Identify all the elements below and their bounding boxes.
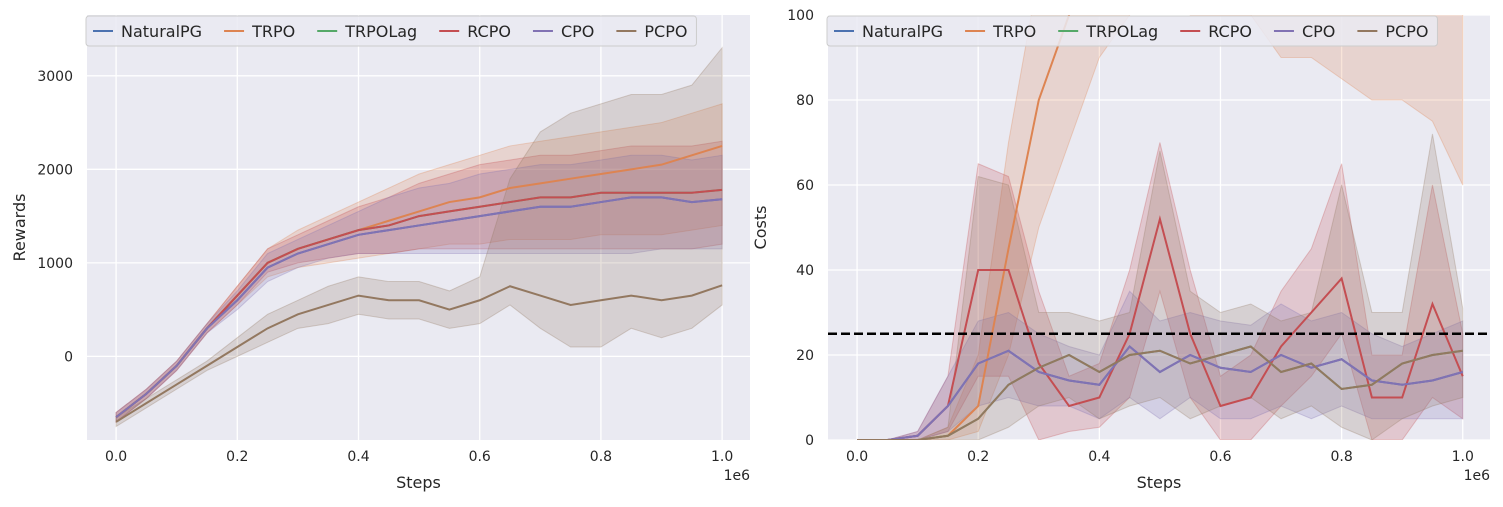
x-tick-label: 1.0 — [1452, 449, 1474, 465]
legend-label: TRPOLag — [344, 22, 417, 41]
y-tick-label: 0 — [64, 349, 73, 365]
x-tick-label: 0.8 — [590, 449, 612, 465]
series-line — [857, 345, 1463, 440]
confidence-band — [115, 46, 723, 428]
y-tick-label: 40 — [796, 263, 814, 279]
legend-label: TRPO — [992, 22, 1036, 41]
x-tick-label: 0.4 — [1088, 449, 1110, 465]
y-tick-label: 1000 — [37, 256, 73, 272]
legend-box — [85, 15, 697, 47]
x-tick-label: 0.2 — [226, 449, 248, 465]
legend-label: CPO — [1302, 22, 1335, 41]
x-tick-label: 1.0 — [711, 449, 733, 465]
series-line — [115, 284, 723, 423]
legend-label: TRPOLag — [1085, 22, 1158, 41]
x-axis-label: Steps — [1137, 473, 1182, 492]
y-tick-label: 100 — [787, 8, 814, 24]
y-axis-label: Rewards — [10, 194, 29, 262]
series-line — [857, 15, 1071, 440]
legend-label: TRPO — [251, 22, 295, 41]
x-tick-label: 0.0 — [846, 449, 868, 465]
x-tick-label: 0.4 — [347, 449, 369, 465]
x-tick-label: 0.6 — [469, 449, 491, 465]
y-tick-label: 80 — [796, 93, 814, 109]
plot-content — [115, 46, 723, 428]
y-axis-label: Costs — [751, 206, 770, 250]
y-tick-label: 0 — [805, 433, 814, 449]
plot-area — [828, 15, 1490, 440]
plot-area — [87, 15, 750, 440]
x-tick-label: 0.8 — [1330, 449, 1352, 465]
legend-label: NaturalPG — [862, 22, 943, 41]
legend: NaturalPG TRPO TRPOLag RCPO CPO PCPO — [826, 15, 1438, 47]
confidence-band — [115, 103, 723, 423]
confidence-band — [115, 154, 723, 423]
x-offset-label: 1e6 — [1464, 468, 1491, 484]
confidence-band — [857, 15, 1464, 440]
legend-box — [826, 15, 1438, 47]
y-tick-label: 3000 — [37, 69, 73, 85]
legend-label: RCPO — [467, 22, 511, 41]
x-tick-label: 0.0 — [105, 449, 127, 465]
x-offset-label: 1e6 — [724, 468, 751, 484]
series-line — [115, 196, 723, 418]
legend-label: CPO — [561, 22, 594, 41]
series-line — [115, 188, 723, 418]
confidence-band — [857, 290, 1464, 440]
legend-label: PCPO — [644, 22, 687, 41]
x-tick-label: 0.2 — [967, 449, 989, 465]
x-axis-label: Steps — [396, 473, 441, 492]
legend-label: NaturalPG — [121, 22, 202, 41]
legend-label: RCPO — [1208, 22, 1252, 41]
plot-content — [828, 15, 1490, 440]
confidence-band — [115, 140, 723, 423]
y-tick-label: 2000 — [37, 162, 73, 178]
x-tick-label: 0.6 — [1209, 449, 1231, 465]
series-line — [857, 345, 1464, 440]
legend: NaturalPG TRPO TRPOLag RCPO CPO PCPO — [85, 15, 697, 47]
y-tick-label: 20 — [796, 348, 814, 364]
y-tick-label: 60 — [796, 178, 814, 194]
series-line — [857, 215, 1464, 440]
legend-label: PCPO — [1385, 22, 1428, 41]
